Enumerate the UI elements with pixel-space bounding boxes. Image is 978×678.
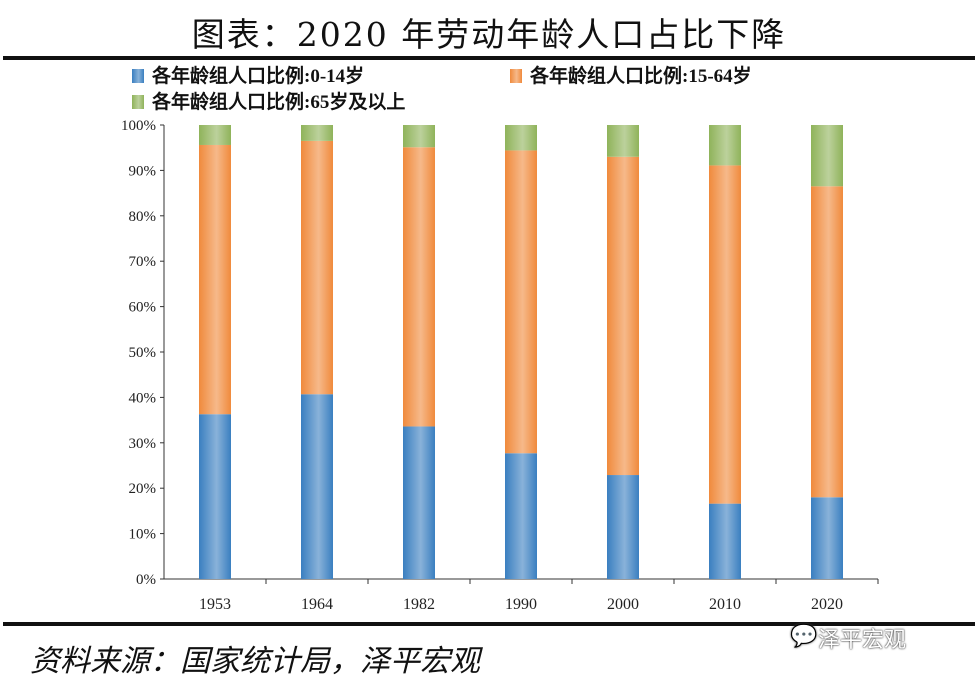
bar-segment	[505, 453, 537, 579]
y-tick-label: 30%	[129, 436, 157, 452]
bar-segment	[607, 125, 639, 157]
legend-swatch	[510, 69, 522, 83]
source-note: 资料来源：国家统计局，泽平宏观	[30, 644, 480, 678]
legend-swatch	[132, 69, 144, 83]
y-tick-label: 40%	[129, 390, 157, 406]
y-tick-label: 20%	[129, 481, 157, 497]
bar-segment	[199, 414, 231, 579]
legend-label: 各年龄组人口比例:65岁及以上	[151, 90, 405, 113]
y-tick-label: 50%	[129, 345, 157, 361]
chart-title: 图表：2020 年劳动年龄人口占比下降	[191, 15, 787, 54]
bar-segment	[301, 394, 333, 579]
x-tick-label: 1964	[301, 596, 333, 613]
bar-segment	[403, 125, 435, 148]
x-tick-label: 2010	[709, 596, 741, 613]
bar-segment	[709, 503, 741, 579]
y-tick-label: 80%	[129, 209, 157, 225]
legend: 各年龄组人口比例:0-14岁 各年龄组人口比例:15-64岁各年龄组人口比例:65…	[132, 64, 752, 113]
bar-segment	[199, 144, 231, 415]
legend-label: 各年龄组人口比例:15-64岁	[529, 64, 752, 87]
bar-segment	[301, 125, 333, 141]
bar-segment	[709, 165, 741, 504]
y-tick-label: 90%	[129, 163, 157, 179]
x-tick-label: 1953	[199, 596, 231, 613]
y-tick-label: 0%	[136, 572, 156, 588]
top-rule	[3, 56, 975, 60]
y-tick-label: 60%	[129, 300, 157, 316]
bar-segment	[403, 426, 435, 579]
bar-segment	[505, 150, 537, 454]
x-tick-label: 1990	[505, 596, 537, 613]
wechat-icon: 💬	[790, 624, 818, 649]
bar-segment	[811, 497, 843, 579]
watermark: 泽平宏观	[818, 628, 907, 653]
x-tick-label: 1982	[403, 596, 435, 613]
bar-segment	[505, 125, 537, 151]
bar-segment	[811, 186, 843, 498]
y-tick-label: 100%	[121, 118, 156, 134]
bar-segment	[301, 140, 333, 395]
bar-segment	[811, 125, 843, 187]
bar-segment	[403, 147, 435, 427]
x-tick-label: 2020	[811, 596, 843, 613]
bar-segment	[607, 156, 639, 476]
y-tick-label: 70%	[129, 254, 157, 270]
bottom-rule	[3, 622, 975, 626]
bar-segment	[199, 125, 231, 145]
bars	[199, 125, 843, 579]
legend-label: 各年龄组人口比例:0-14岁	[151, 64, 364, 87]
bar-segment	[607, 475, 639, 579]
legend-swatch	[132, 95, 144, 109]
x-tick-label: 2000	[607, 596, 639, 613]
stacked-bar-chart: 各年龄组人口比例:0-14岁 各年龄组人口比例:15-64岁各年龄组人口比例:65…	[121, 64, 879, 613]
bar-segment	[709, 125, 741, 166]
axes: 0% 10% 20% 30% 40% 50% 60% 70% 80% 90% 100% 1953 196…	[121, 118, 879, 613]
y-tick-label: 10%	[129, 527, 157, 543]
